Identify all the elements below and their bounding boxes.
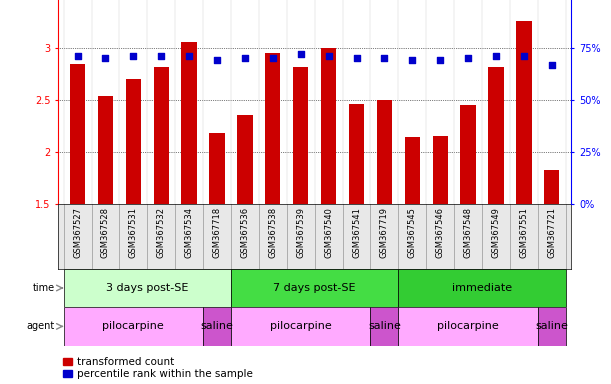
Text: pilocarpine: pilocarpine bbox=[270, 321, 332, 331]
Bar bbox=[404, 137, 420, 204]
Text: saline: saline bbox=[200, 321, 233, 331]
Text: pilocarpine: pilocarpine bbox=[437, 321, 499, 331]
Point bbox=[351, 55, 361, 61]
Point bbox=[463, 55, 473, 61]
Bar bbox=[398, 307, 538, 346]
Bar bbox=[293, 67, 309, 204]
Bar bbox=[231, 269, 398, 307]
Text: GSM367532: GSM367532 bbox=[157, 207, 166, 258]
Bar bbox=[321, 48, 336, 204]
Point bbox=[519, 53, 529, 60]
Bar bbox=[64, 307, 203, 346]
Bar bbox=[398, 269, 566, 307]
Point bbox=[128, 53, 138, 60]
Text: GSM367531: GSM367531 bbox=[129, 207, 138, 258]
Text: time: time bbox=[33, 283, 55, 293]
Point bbox=[296, 51, 306, 57]
Text: saline: saline bbox=[368, 321, 401, 331]
Text: GSM367540: GSM367540 bbox=[324, 207, 333, 258]
Point bbox=[73, 53, 82, 60]
Bar bbox=[349, 104, 364, 204]
Point bbox=[101, 55, 111, 61]
Text: agent: agent bbox=[27, 321, 55, 331]
Text: GSM367546: GSM367546 bbox=[436, 207, 445, 258]
Bar bbox=[370, 307, 398, 346]
Text: GSM367534: GSM367534 bbox=[185, 207, 194, 258]
Bar bbox=[181, 42, 197, 204]
Bar bbox=[126, 79, 141, 204]
Bar bbox=[203, 307, 231, 346]
Point bbox=[185, 53, 194, 60]
Point bbox=[379, 55, 389, 61]
Text: saline: saline bbox=[535, 321, 568, 331]
Bar bbox=[488, 67, 503, 204]
Bar bbox=[98, 96, 113, 204]
Text: GSM367545: GSM367545 bbox=[408, 207, 417, 258]
Bar bbox=[153, 67, 169, 204]
Bar bbox=[461, 105, 476, 204]
Point bbox=[268, 55, 278, 61]
Bar bbox=[210, 133, 225, 204]
Point bbox=[408, 57, 417, 63]
Text: GSM367536: GSM367536 bbox=[241, 207, 249, 258]
Point bbox=[240, 55, 250, 61]
Bar bbox=[64, 269, 231, 307]
Point bbox=[491, 53, 501, 60]
Point bbox=[324, 53, 334, 60]
Text: GSM367528: GSM367528 bbox=[101, 207, 110, 258]
Text: GSM367718: GSM367718 bbox=[213, 207, 222, 258]
Point bbox=[156, 53, 166, 60]
Bar bbox=[377, 100, 392, 204]
Point bbox=[212, 57, 222, 63]
Text: GSM367541: GSM367541 bbox=[352, 207, 361, 258]
Text: 7 days post-SE: 7 days post-SE bbox=[273, 283, 356, 293]
Text: 3 days post-SE: 3 days post-SE bbox=[106, 283, 188, 293]
Bar bbox=[70, 63, 86, 204]
Text: immediate: immediate bbox=[452, 283, 512, 293]
Text: GSM367719: GSM367719 bbox=[380, 207, 389, 258]
Text: GSM367551: GSM367551 bbox=[519, 207, 529, 258]
Text: GSM367539: GSM367539 bbox=[296, 207, 306, 258]
Point bbox=[547, 61, 557, 68]
Text: GSM367538: GSM367538 bbox=[268, 207, 277, 258]
Bar bbox=[538, 307, 566, 346]
Text: GSM367548: GSM367548 bbox=[464, 207, 472, 258]
Text: pilocarpine: pilocarpine bbox=[103, 321, 164, 331]
Bar bbox=[265, 53, 280, 204]
Text: GSM367721: GSM367721 bbox=[547, 207, 556, 258]
Text: GSM367549: GSM367549 bbox=[491, 207, 500, 258]
Point bbox=[435, 57, 445, 63]
Legend: transformed count, percentile rank within the sample: transformed count, percentile rank withi… bbox=[64, 357, 253, 379]
Bar bbox=[231, 307, 370, 346]
Bar bbox=[433, 136, 448, 204]
Bar bbox=[237, 115, 252, 204]
Bar bbox=[544, 170, 560, 204]
Text: GSM367527: GSM367527 bbox=[73, 207, 82, 258]
Bar bbox=[516, 21, 532, 204]
